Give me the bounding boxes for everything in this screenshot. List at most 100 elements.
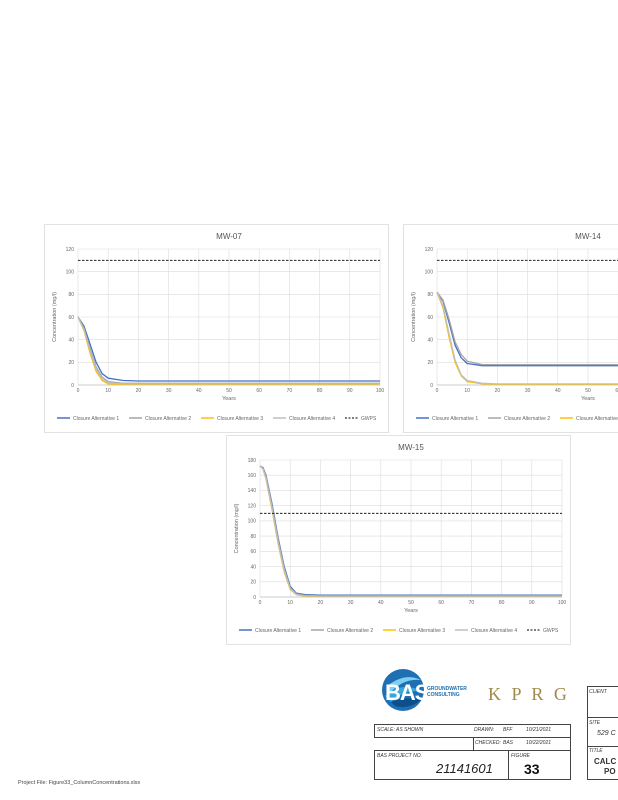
x-tick-label: 60 xyxy=(615,388,618,394)
legend-label-closure-alternative-2: Closure Alternative 2 xyxy=(327,628,373,634)
x-tick-label: 30 xyxy=(166,388,172,394)
y-tick-label: 20 xyxy=(250,580,256,586)
y-tick-label: 80 xyxy=(250,534,256,540)
chart-title: MW-07 xyxy=(216,232,242,241)
y-tick-label: 0 xyxy=(253,595,256,601)
series-line-closure-alternative-4 xyxy=(77,316,380,385)
x-tick-label: 90 xyxy=(347,388,353,394)
chart-panel-mw-14: MW-1402040608010012001020304050607080901… xyxy=(403,224,618,433)
legend-label-gwps: GWPS xyxy=(543,628,559,634)
chart-mw-15: MW-15 0 20 40 60 80 100 120 140 160 180 0 10 20 30 40 50… xyxy=(234,443,567,634)
x-tick-label: 40 xyxy=(196,388,202,394)
client-label: CLIENT xyxy=(589,689,607,695)
series-line-closure-alternative-2 xyxy=(436,291,618,366)
x-tick-label: 0 xyxy=(77,388,80,394)
title-block: SCALE: AS SHOWN DRAWN: BFF 10/21/2021 CH… xyxy=(372,664,618,786)
legend-label-closure-alternative-1: Closure Alternative 1 xyxy=(73,416,119,422)
x-tick-label: 30 xyxy=(348,600,354,606)
bas-logo: BAS GROUNDWATER CONSULTING xyxy=(381,666,481,716)
title-label: TITLE xyxy=(589,748,603,754)
x-tick-label: 80 xyxy=(317,388,323,394)
legend-label-closure-alternative-3: Closure Alternative 3 xyxy=(576,416,618,422)
x-tick-label: 40 xyxy=(555,388,561,394)
bas-logo-icon xyxy=(382,669,424,711)
scale-label: SCALE: AS SHOWN xyxy=(377,727,424,733)
y-tick-label: 80 xyxy=(68,292,74,298)
checked-date: 10/22/2021 xyxy=(526,740,552,746)
site-label: SITE xyxy=(589,720,601,726)
x-tick-label: 70 xyxy=(287,388,293,394)
legend-label-closure-alternative-1: Closure Alternative 1 xyxy=(432,416,478,422)
project-number: 21141601 xyxy=(436,761,493,776)
x-tick-label: 70 xyxy=(469,600,475,606)
y-tick-label: 100 xyxy=(425,269,434,275)
title-cell xyxy=(587,746,618,780)
y-tick-label: 60 xyxy=(250,549,256,555)
y-tick-label: 120 xyxy=(425,247,434,253)
y-tick-label: 40 xyxy=(427,337,433,343)
scale-cell xyxy=(374,724,571,738)
bas-logo-subtext-2: CONSULTING xyxy=(427,692,460,698)
legend-label-closure-alternative-4: Closure Alternative 4 xyxy=(471,628,517,634)
x-tick-label: 50 xyxy=(408,600,414,606)
x-tick-label: 10 xyxy=(105,388,111,394)
y-axis-title: Concentration (mg/l) xyxy=(52,292,58,342)
x-tick-label: 80 xyxy=(499,600,505,606)
drawn-label: DRAWN: xyxy=(474,727,495,733)
y-tick-label: 100 xyxy=(66,269,75,275)
client-cell xyxy=(587,686,618,718)
checked-label: CHECKED: xyxy=(475,740,501,746)
x-tick-label: 0 xyxy=(259,600,262,606)
x-axis-title: Years xyxy=(222,396,236,402)
x-tick-label: 20 xyxy=(495,388,501,394)
checked-initials: BAS xyxy=(503,740,514,746)
x-axis-title: Years xyxy=(404,608,418,614)
x-tick-label: 10 xyxy=(287,600,293,606)
project-label: BAS PROJECT NO. xyxy=(377,753,423,759)
series-line-closure-alternative-1 xyxy=(436,291,618,367)
legend-label-closure-alternative-3: Closure Alternative 3 xyxy=(217,416,263,422)
y-tick-label: 140 xyxy=(248,488,257,494)
x-tick-label: 60 xyxy=(256,388,262,394)
y-tick-label: 0 xyxy=(71,383,74,389)
y-axis-title: Concentration (mg/l) xyxy=(411,292,417,342)
y-tick-label: 60 xyxy=(68,315,74,321)
kprg-logo: K P R G xyxy=(488,684,570,704)
legend-label-gwps: GWPS xyxy=(361,416,377,422)
x-tick-label: 0 xyxy=(436,388,439,394)
x-tick-label: 90 xyxy=(529,600,535,606)
y-tick-label: 20 xyxy=(427,360,433,366)
y-tick-label: 100 xyxy=(248,519,257,525)
chart-panel-mw-15: MW-15 0 20 40 60 80 100 120 140 160 180 0 10 20 30 40 50… xyxy=(226,435,571,645)
x-tick-label: 10 xyxy=(464,388,470,394)
drawn-initials: BFF xyxy=(503,727,513,733)
y-tick-label: 40 xyxy=(68,337,74,343)
site-value: 529 C xyxy=(597,730,616,737)
y-tick-label: 40 xyxy=(250,564,256,570)
chart-panel-mw-07: MW-07 0 20 40 60 80 100 120 0 10 20 30 40 50 60 70 80 90 1… xyxy=(44,224,389,433)
y-tick-label: 180 xyxy=(248,458,257,464)
x-tick-label: 60 xyxy=(438,600,444,606)
y-tick-label: 120 xyxy=(66,247,75,253)
legend-label-closure-alternative-2: Closure Alternative 2 xyxy=(504,416,550,422)
bas-logo-subtext-1: GROUNDWATER xyxy=(427,686,467,692)
x-tick-label: 100 xyxy=(558,600,567,606)
series-line-closure-alternative-4 xyxy=(259,465,562,597)
x-tick-label: 40 xyxy=(378,600,384,606)
y-tick-label: 0 xyxy=(430,383,433,389)
y-tick-label: 160 xyxy=(248,473,257,479)
bas-logo-text: BAS xyxy=(385,680,429,705)
chart-mw-07: MW-07 0 20 40 60 80 100 120 0 10 20 30 40 50 60 70 80 90 1… xyxy=(52,232,385,422)
chart-title: MW-15 xyxy=(398,443,424,452)
chart-title: MW-14 xyxy=(575,232,601,241)
y-axis-title: Concentration (mg/l) xyxy=(234,503,240,553)
title-line-2: PO xyxy=(604,767,616,776)
x-tick-label: 30 xyxy=(525,388,531,394)
figure-number: 33 xyxy=(524,761,540,777)
figure-label: FIGURE xyxy=(511,753,530,759)
project-cell xyxy=(374,750,509,780)
x-tick-label: 20 xyxy=(136,388,142,394)
x-axis-title: Years xyxy=(581,396,595,402)
chart-mw-14: MW-1402040608010012001020304050607080901… xyxy=(411,232,618,422)
x-tick-label: 100 xyxy=(376,388,385,394)
